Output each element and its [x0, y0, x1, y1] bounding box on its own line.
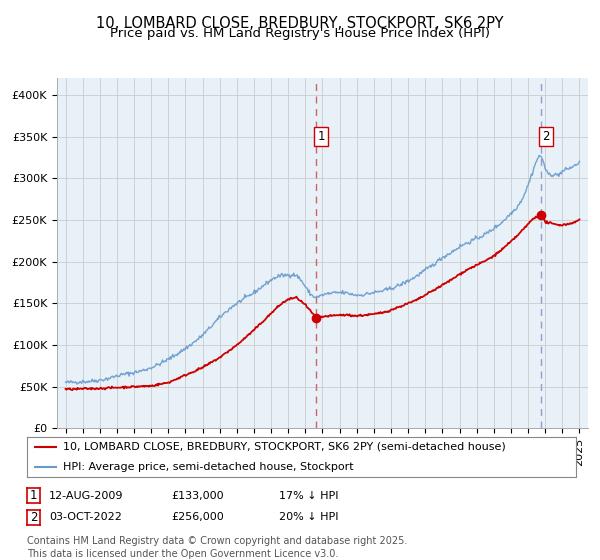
- Text: 1: 1: [317, 130, 325, 143]
- Text: 20% ↓ HPI: 20% ↓ HPI: [279, 512, 338, 522]
- Text: £133,000: £133,000: [171, 491, 224, 501]
- Text: 17% ↓ HPI: 17% ↓ HPI: [279, 491, 338, 501]
- Text: Price paid vs. HM Land Registry's House Price Index (HPI): Price paid vs. HM Land Registry's House …: [110, 27, 490, 40]
- Text: Contains HM Land Registry data © Crown copyright and database right 2025.
This d: Contains HM Land Registry data © Crown c…: [27, 536, 407, 559]
- Text: 1: 1: [30, 489, 37, 502]
- Text: 2: 2: [30, 511, 37, 524]
- Text: £256,000: £256,000: [171, 512, 224, 522]
- Text: 12-AUG-2009: 12-AUG-2009: [49, 491, 124, 501]
- Text: 03-OCT-2022: 03-OCT-2022: [49, 512, 122, 522]
- Text: 10, LOMBARD CLOSE, BREDBURY, STOCKPORT, SK6 2PY: 10, LOMBARD CLOSE, BREDBURY, STOCKPORT, …: [96, 16, 504, 31]
- Text: HPI: Average price, semi-detached house, Stockport: HPI: Average price, semi-detached house,…: [62, 462, 353, 472]
- Text: 10, LOMBARD CLOSE, BREDBURY, STOCKPORT, SK6 2PY (semi-detached house): 10, LOMBARD CLOSE, BREDBURY, STOCKPORT, …: [62, 442, 505, 452]
- Text: 2: 2: [542, 130, 550, 143]
